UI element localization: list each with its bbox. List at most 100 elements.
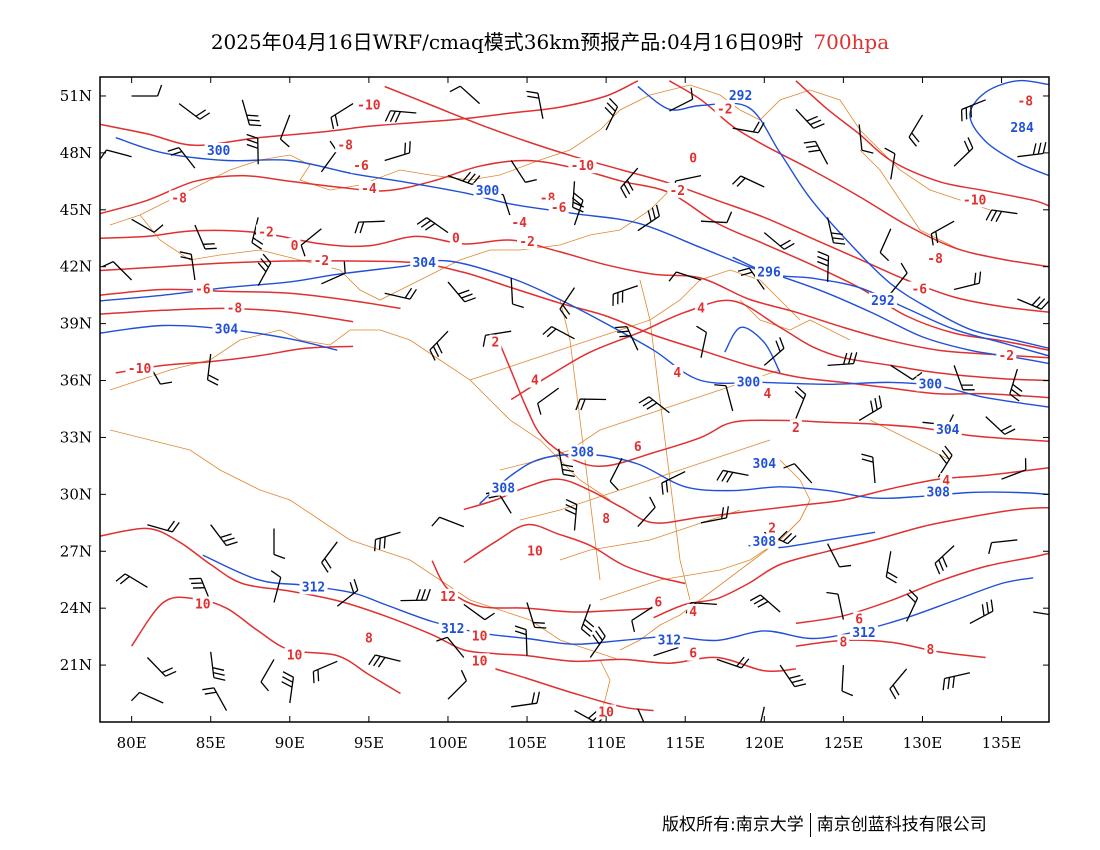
wind-barb	[374, 531, 401, 552]
height-contour	[115, 137, 1049, 365]
contour-labels: -10-8-6-4-8-20-2-6-8-10-10-8-6-4-20-20-2…	[125, 87, 1037, 721]
temperature-label: -8	[337, 138, 353, 153]
label-background	[600, 511, 613, 527]
height-label: 308	[927, 485, 951, 500]
temperature-isotherm	[653, 506, 1049, 619]
wind-barb	[960, 99, 986, 122]
label-background	[750, 456, 779, 471]
temperature-label: -8	[927, 252, 943, 267]
label-background	[125, 361, 154, 377]
wind-barb	[749, 594, 781, 613]
temperature-isotherm	[100, 288, 401, 310]
wind-barb	[817, 250, 830, 282]
x-tick-label: 115E	[665, 734, 705, 752]
wind-barb	[609, 458, 623, 491]
x-tick-label: 80E	[117, 734, 147, 752]
wind-barb	[826, 591, 845, 620]
label-background	[517, 234, 538, 250]
map-title: 2025年04月16日WRF/cmaq模式36km预报产品:04月16日09时 7…	[0, 26, 1100, 55]
wind-barb	[194, 224, 217, 250]
wind-barb	[330, 103, 354, 129]
wind-barb	[1009, 368, 1023, 402]
temperature-label: -2	[519, 235, 535, 250]
wind-barb	[558, 448, 575, 478]
wind-barb	[384, 110, 417, 123]
wind-barb	[384, 287, 417, 300]
wind-barb	[511, 691, 541, 708]
y-tick-label: 30N	[60, 485, 92, 503]
wind-barb	[908, 114, 924, 147]
temperature-isotherm	[384, 85, 1049, 313]
wind-barb	[167, 146, 196, 169]
wind-barb	[714, 384, 734, 412]
wind-barb	[794, 386, 807, 419]
x-tick-label: 130E	[903, 734, 943, 752]
y-tick-label: 27N	[60, 542, 92, 560]
temperature-isotherm	[495, 668, 654, 712]
height-label: 304	[936, 423, 960, 438]
label-background	[750, 533, 779, 549]
wind-barb	[312, 660, 338, 684]
y-tick-label: 33N	[60, 428, 92, 446]
wind-barb	[102, 261, 133, 281]
x-tick-label: 85E	[196, 734, 226, 752]
label-background	[438, 621, 467, 637]
wind-barb	[368, 654, 401, 668]
plot-frame	[99, 76, 1050, 723]
temperature-isotherm	[130, 596, 401, 695]
label-background	[335, 137, 356, 153]
wind-barb	[763, 232, 795, 250]
temperature-label: 10	[195, 597, 211, 612]
label-background	[667, 182, 688, 198]
label-background	[548, 199, 569, 215]
wind-barb	[178, 103, 211, 120]
wind-barb	[1001, 458, 1027, 480]
label-background	[924, 641, 937, 657]
wind-barb	[279, 114, 291, 148]
wind-barb	[202, 687, 228, 711]
wind-barb	[700, 211, 733, 224]
label-background	[350, 158, 371, 174]
wind-barb	[637, 204, 660, 232]
temperature-label: 0	[452, 231, 460, 246]
temperature-isotherm	[100, 260, 1049, 399]
wind-barb	[147, 520, 180, 533]
wind-barb	[716, 469, 749, 483]
wind-barb	[130, 691, 164, 704]
wind-barb	[668, 271, 702, 282]
x-tick-label: 135E	[982, 734, 1022, 752]
temperature-label: -4	[511, 216, 527, 231]
wind-barb	[637, 496, 656, 528]
label-background	[916, 376, 945, 392]
label-background	[687, 603, 700, 619]
wind-barb	[934, 545, 955, 575]
wind-barb	[580, 604, 595, 637]
height-label: 300	[476, 184, 500, 199]
wind-barb	[210, 524, 238, 547]
temperature-label: -2	[717, 102, 733, 117]
copyright-text: 版权所有:南京大学	[662, 815, 804, 835]
label-background	[284, 647, 305, 663]
label-background	[224, 300, 245, 316]
label-background	[1015, 93, 1036, 109]
wind-barb	[336, 578, 359, 607]
wind-barb	[542, 326, 575, 340]
wind-barb	[384, 141, 411, 162]
x-tick-label: 125E	[824, 734, 864, 752]
wind-barb	[210, 651, 226, 681]
height-label: 308	[753, 535, 777, 550]
footer-divider	[809, 813, 811, 837]
wind-barb	[620, 167, 639, 199]
wind-barb	[763, 337, 785, 366]
wind-barb	[615, 325, 639, 351]
label-background	[469, 628, 490, 644]
height-label: 292	[729, 89, 752, 104]
height-contour	[100, 259, 1049, 408]
height-label: 312	[658, 633, 681, 648]
temperature-isotherm	[100, 527, 796, 673]
temperature-label: 10	[287, 649, 303, 664]
y-tick-label: 24N	[60, 599, 92, 617]
label-background	[761, 385, 774, 401]
wind-barb	[969, 599, 994, 624]
